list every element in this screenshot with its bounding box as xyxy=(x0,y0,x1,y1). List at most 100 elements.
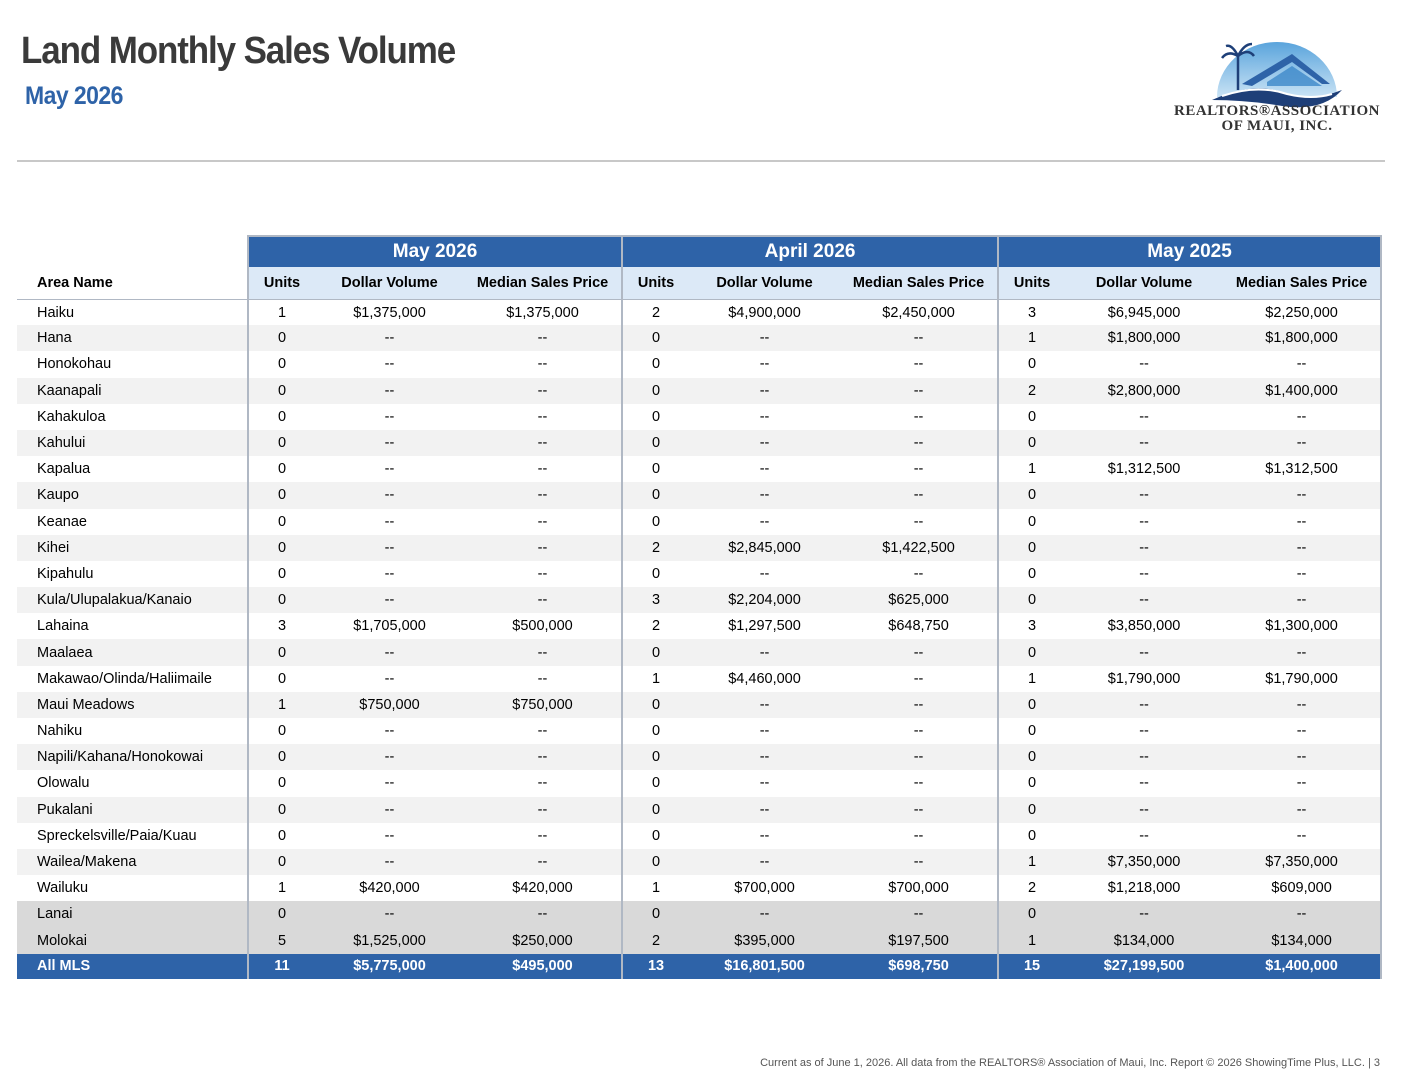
area-name-cell: Hana xyxy=(17,325,248,352)
value-cell: 0 xyxy=(998,482,1066,509)
value-cell: $495,000 xyxy=(464,953,624,979)
value-cell: 0 xyxy=(247,901,315,928)
value-cell: $395,000 xyxy=(689,927,841,954)
table-row: Kipahulu 0 -- -- 0 -- -- 0 -- -- xyxy=(17,560,1383,588)
value-cell: 2 xyxy=(1028,880,1037,897)
value-cell: -- xyxy=(840,560,1000,588)
sales-volume-table: May 2026 April 2026 May 2025 Area Name U… xyxy=(17,235,1383,979)
value-cell: -- xyxy=(1223,639,1383,666)
value-cell: $7,350,000 xyxy=(1223,848,1383,876)
value-cell: -- xyxy=(840,665,1000,692)
value-cell: -- xyxy=(315,534,464,561)
value-cell: -- xyxy=(315,744,464,771)
value-cell: -- xyxy=(464,351,624,378)
value-cell: 0 xyxy=(622,325,690,352)
value-cell: 1 xyxy=(651,670,661,687)
value-cell: $250,000 xyxy=(464,927,624,954)
value-cell: $648,750 xyxy=(840,613,1000,640)
value-cell: $2,250,000 xyxy=(1223,299,1383,326)
footer-note: Current as of June 1, 2026. All data fro… xyxy=(760,1057,1380,1069)
value-cell: -- xyxy=(759,461,770,478)
page-title: Land Monthly Sales Volume xyxy=(21,30,456,72)
association-logo xyxy=(1212,42,1342,108)
value-cell: -- xyxy=(1065,639,1224,666)
table-row: Pukalani 0 -- -- 0 -- -- 0 -- -- xyxy=(17,796,1383,823)
value-cell: -- xyxy=(689,377,841,404)
value-cell: -- xyxy=(384,670,395,687)
value-cell: -- xyxy=(1065,429,1224,457)
value-cell: 0 xyxy=(622,482,690,509)
value-cell: 0 xyxy=(998,901,1066,928)
table-row: Napili/Kahana/Honokowai 0 -- -- 0 -- -- 0 -- -- xyxy=(17,744,1383,771)
value-cell: 0 xyxy=(247,796,315,823)
value-cell: 0 xyxy=(622,691,690,718)
value-cell: -- xyxy=(840,456,1000,483)
value-cell: 0 xyxy=(247,508,315,535)
value-cell: -- xyxy=(1139,827,1149,844)
value-cell: 0 xyxy=(651,775,661,792)
area-name-header: Area Name xyxy=(17,267,248,300)
value-cell: -- xyxy=(1065,534,1224,561)
value-cell: -- xyxy=(464,325,624,352)
value-cell: $16,801,500 xyxy=(689,953,841,979)
value-cell: 3 xyxy=(622,587,690,614)
value-cell: $134,000 xyxy=(1065,927,1224,954)
value-cell: -- xyxy=(464,377,624,404)
area-name-cell: Nahiku xyxy=(37,723,83,740)
value-cell: 0 xyxy=(998,639,1066,666)
value-cell: 13 xyxy=(622,953,690,979)
value-cell: $1,790,000 xyxy=(1223,665,1383,692)
value-cell: -- xyxy=(1065,744,1224,771)
value-cell: $1,400,000 xyxy=(1223,377,1383,404)
value-cell: 1 xyxy=(247,691,315,718)
value-cell: -- xyxy=(1223,508,1383,535)
value-cell: $420,000 xyxy=(359,880,420,897)
value-cell: 0 xyxy=(247,429,315,457)
area-name-cell: All MLS xyxy=(17,953,248,979)
value-cell: $2,450,000 xyxy=(840,299,1000,326)
value-cell: $4,460,000 xyxy=(728,670,801,687)
area-name-cell: Keanae xyxy=(37,513,87,530)
value-cell: 0 xyxy=(651,513,661,530)
value-cell: 0 xyxy=(1028,775,1037,792)
value-cell: -- xyxy=(1223,691,1383,718)
value-cell: $1,312,500 xyxy=(1107,461,1181,478)
value-cell: -- xyxy=(464,587,624,614)
value-cell: -- xyxy=(1065,482,1224,509)
table-row: Makawao/Olinda/Haliimaile 0 -- -- 1 $4,460,00… xyxy=(17,665,1383,692)
value-cell: -- xyxy=(464,429,624,457)
value-cell: 0 xyxy=(247,822,315,849)
value-cell: 0 xyxy=(622,744,690,771)
value-cell: $2,204,000 xyxy=(689,587,841,614)
table-row: Nahiku 0 -- -- 0 -- -- 0 -- -- xyxy=(17,718,1383,745)
value-cell: -- xyxy=(315,796,464,823)
area-name-cell: Kapalua xyxy=(37,461,91,478)
value-cell: 0 xyxy=(247,665,315,692)
value-cell: $1,422,500 xyxy=(840,534,1000,561)
value-cell: -- xyxy=(1065,587,1224,614)
value-cell: 0 xyxy=(247,560,315,588)
value-cell: 0 xyxy=(1028,408,1037,425)
value-cell: $700,000 xyxy=(734,880,795,897)
value-cell: -- xyxy=(1139,565,1149,582)
table-row: Lanai 0 -- -- 0 -- -- 0 -- -- xyxy=(17,901,1383,928)
value-cell: 0 xyxy=(247,770,315,797)
value-cell: 0 xyxy=(247,351,315,378)
median-price-header: Median Sales Price xyxy=(840,267,1000,300)
value-cell: 1 xyxy=(998,325,1066,352)
group-header-april-2026: April 2026 xyxy=(622,235,1000,267)
value-cell: -- xyxy=(759,723,770,740)
group-header-may-2025: May 2025 xyxy=(998,235,1383,267)
value-cell: -- xyxy=(1223,351,1383,378)
value-cell: -- xyxy=(759,565,770,582)
value-cell: -- xyxy=(1223,744,1383,771)
value-cell: 1 xyxy=(247,875,315,902)
value-cell: -- xyxy=(464,901,624,928)
area-name-cell: Haiku xyxy=(37,304,75,321)
value-cell: 0 xyxy=(998,796,1066,823)
units-header: Units xyxy=(247,267,315,300)
value-cell: $2,845,000 xyxy=(689,534,841,561)
value-cell: 2 xyxy=(622,534,690,561)
value-cell: $1,375,000 xyxy=(353,304,426,321)
value-cell: 0 xyxy=(998,429,1066,457)
